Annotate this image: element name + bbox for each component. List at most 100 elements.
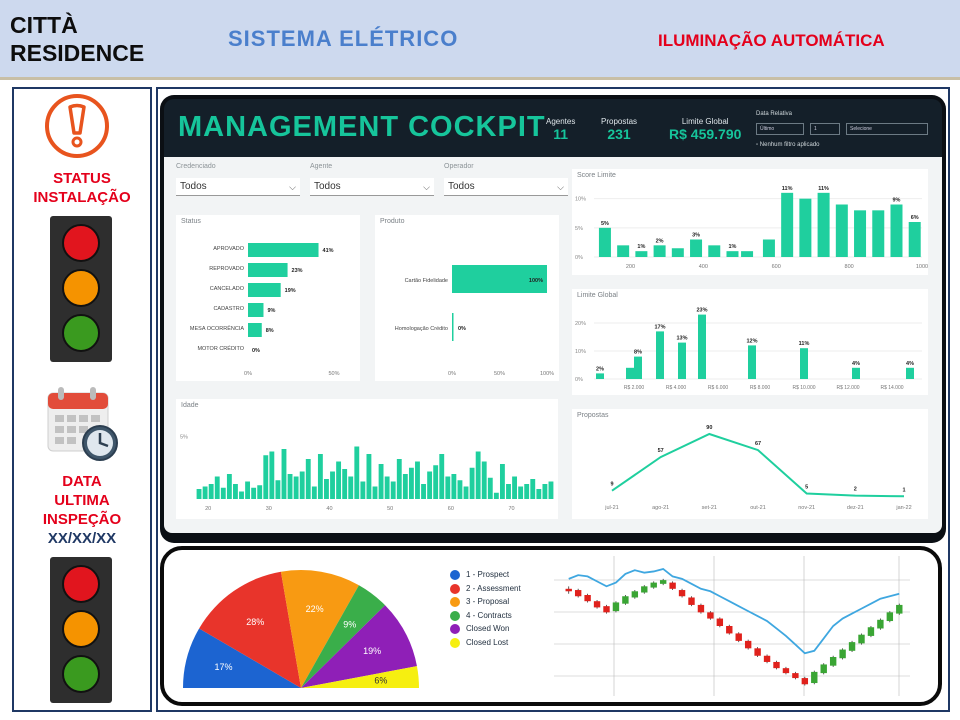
data-label: 19% bbox=[285, 288, 296, 294]
bar bbox=[421, 484, 426, 499]
bar bbox=[635, 251, 648, 257]
bar bbox=[598, 227, 611, 257]
legend-label: 3 - Proposal bbox=[466, 597, 510, 607]
data-label: 9% bbox=[893, 198, 901, 204]
filter-label: Credenciado bbox=[176, 163, 216, 170]
data-label: 8% bbox=[634, 350, 642, 356]
x-tick-label: R$ 14.000 bbox=[880, 385, 903, 391]
bar bbox=[208, 484, 214, 499]
x-tick-label: jan-22 bbox=[895, 505, 911, 511]
candle-body bbox=[641, 586, 648, 593]
status-panel: STATUS INSTALAÇÃO DATA ULTIMA INSPEÇÃO X… bbox=[12, 87, 152, 712]
trend-line bbox=[568, 567, 900, 655]
filter-agente[interactable]: Agente Todos ⌵ bbox=[310, 163, 434, 196]
filter-select[interactable]: Todos ⌵ bbox=[310, 178, 434, 196]
candle-body bbox=[659, 580, 667, 584]
green-lamp bbox=[62, 655, 100, 693]
candle-body bbox=[622, 596, 629, 604]
inspection-date: XX/XX/XX bbox=[47, 530, 117, 547]
kpi-agents: Agentes 11 bbox=[546, 117, 575, 142]
bar bbox=[251, 487, 257, 499]
brand-name: CITTÀ RESIDENCE bbox=[10, 11, 144, 67]
filter-label: Agente bbox=[310, 163, 333, 170]
x-tick-label: R$ 8.000 bbox=[750, 385, 771, 391]
bar bbox=[348, 476, 354, 499]
bar bbox=[890, 204, 903, 257]
chevron-down-icon: ⌵ bbox=[423, 182, 430, 192]
category-label: APROVADO bbox=[213, 246, 244, 252]
kpi-value: R$ 459.790 bbox=[669, 126, 742, 142]
relative-date-period-select[interactable]: Selecione bbox=[846, 123, 928, 135]
category-label: CANCELADO bbox=[210, 286, 245, 292]
bar bbox=[626, 367, 634, 379]
cockpit-title: MANAGEMENT COCKPIT bbox=[178, 111, 546, 143]
slice-label: 19% bbox=[363, 646, 381, 656]
filter-operador[interactable]: Operador Todos ⌵ bbox=[444, 163, 568, 196]
amber-lamp bbox=[62, 269, 100, 307]
x-tick-label: 50 bbox=[387, 506, 393, 512]
bar bbox=[384, 476, 390, 499]
limit-chart: 0% 10% 20% 2% 8% 17% 13% 23% 12% 11% 4% 4% R$ 2.000 R… bbox=[575, 308, 922, 391]
x-tick-label: 70 bbox=[508, 506, 514, 512]
price-trend-chart bbox=[554, 556, 910, 696]
candle-body bbox=[631, 591, 639, 598]
app-header: CITTÀ RESIDENCE SISTEMA ELÉTRICO ILUMINA… bbox=[0, 0, 960, 80]
legend-label: 1 - Prospect bbox=[466, 570, 510, 580]
bar bbox=[248, 243, 319, 257]
bar bbox=[835, 204, 848, 257]
slice-label: 22% bbox=[306, 604, 324, 614]
pie-slice bbox=[301, 666, 419, 688]
y-tick-label: 10% bbox=[575, 197, 586, 203]
filter-value: Todos bbox=[314, 181, 341, 192]
candle-body bbox=[839, 649, 846, 659]
data-label: 67 bbox=[755, 441, 761, 447]
calendar-clock-icon bbox=[47, 387, 118, 461]
kpi-label: Agentes bbox=[546, 117, 576, 126]
bar bbox=[202, 486, 208, 499]
bar bbox=[512, 476, 517, 499]
data-label: 17% bbox=[654, 324, 665, 330]
bar bbox=[245, 481, 251, 499]
chart-title: Limite Global bbox=[577, 292, 618, 299]
x-tick-label: out-21 bbox=[750, 505, 766, 511]
bar bbox=[596, 373, 604, 379]
data-label: 9% bbox=[267, 308, 275, 314]
filter-select[interactable]: Todos ⌵ bbox=[444, 178, 568, 196]
data-label: 3% bbox=[692, 233, 700, 239]
relative-date-count-input[interactable]: 1 bbox=[810, 123, 840, 135]
x-tick-label: 20 bbox=[205, 506, 211, 512]
status-traffic-light bbox=[50, 216, 112, 362]
legend-swatch bbox=[450, 624, 460, 634]
kpi-label: Propostas bbox=[601, 117, 638, 126]
bar bbox=[487, 477, 493, 499]
data-label: 5 bbox=[805, 485, 808, 491]
no-filter-label: Nenhum filtro aplicado bbox=[759, 142, 820, 148]
relative-date-unit-select[interactable]: Último bbox=[756, 123, 804, 135]
bar bbox=[324, 479, 329, 499]
data-label: 1 bbox=[902, 487, 905, 493]
bar bbox=[299, 471, 305, 499]
bar bbox=[499, 464, 505, 499]
data-label: 1% bbox=[729, 244, 737, 250]
bar bbox=[427, 471, 433, 499]
proposals-chart: 9 jul-21 57 ago-21 90 set-21 67 out-21 5 nov-21 2 d… bbox=[604, 425, 911, 511]
green-lamp bbox=[62, 314, 100, 352]
filter-select[interactable]: Todos ⌵ bbox=[176, 178, 300, 196]
category-label: Homologação Crédito bbox=[395, 326, 448, 332]
candle-body bbox=[820, 664, 827, 674]
candle-body bbox=[801, 678, 809, 685]
bar bbox=[196, 489, 202, 499]
category-label: MESA OCORRÊNCIA bbox=[190, 324, 244, 332]
x-tick-label: jul-21 bbox=[604, 505, 618, 511]
candle-body bbox=[877, 619, 884, 629]
x-tick-label: R$ 10.000 bbox=[792, 385, 815, 391]
x-tick-label: 0% bbox=[244, 371, 252, 377]
filter-credenciado[interactable]: Credenciado Todos ⌵ bbox=[176, 163, 300, 196]
candle-body bbox=[565, 588, 572, 592]
bar bbox=[698, 314, 706, 379]
score-chart: 0% 5% 10% 5% 1% 2% 3% 1% 11% 11% 9% 6% 200 400 600 800 1… bbox=[575, 186, 928, 270]
brand-line-1: CITTÀ bbox=[10, 12, 78, 38]
kpi-proposals: Propostas 231 bbox=[601, 117, 637, 142]
candle-body bbox=[650, 582, 657, 588]
bar bbox=[781, 192, 794, 257]
